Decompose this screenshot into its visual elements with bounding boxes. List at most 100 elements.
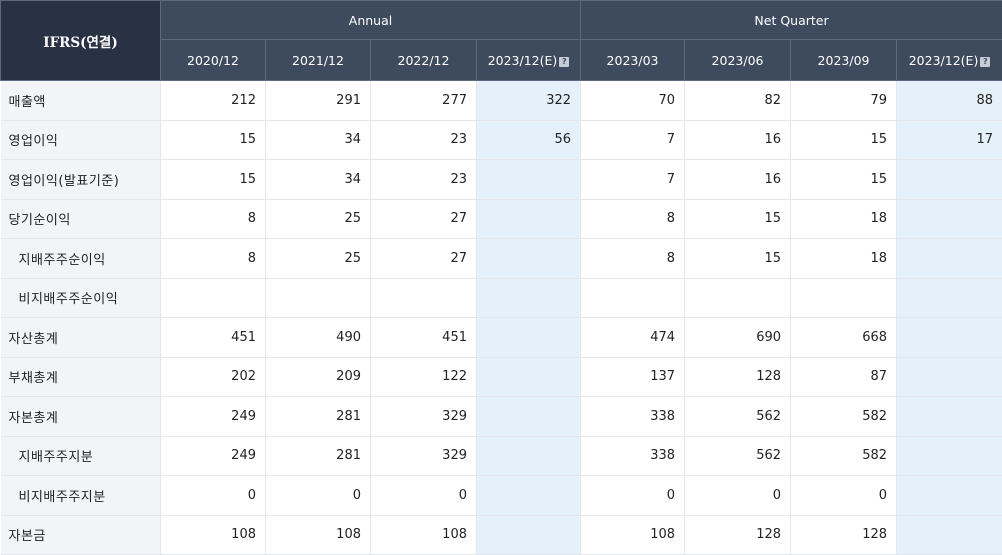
table-cell xyxy=(581,278,685,318)
table-cell: 690 xyxy=(685,318,791,358)
table-cell: 0 xyxy=(791,476,897,516)
question-help-icon[interactable]: ? xyxy=(559,57,569,67)
table-cell: 0 xyxy=(161,476,266,516)
table-cell: 322 xyxy=(477,81,581,121)
table-cell: 27 xyxy=(371,199,477,239)
column-header-period: 2023/03 xyxy=(581,40,685,81)
table-cell: 338 xyxy=(581,397,685,437)
table-cell: 474 xyxy=(581,318,685,358)
table-cell: 34 xyxy=(266,120,371,160)
table-cell: 18 xyxy=(791,199,897,239)
table-cell: 17 xyxy=(897,120,1002,160)
table-cell: 582 xyxy=(791,397,897,437)
question-help-icon[interactable]: ? xyxy=(980,57,990,67)
column-header-period: 2021/12 xyxy=(266,40,371,81)
table-cell: 23 xyxy=(371,120,477,160)
table-cell: 15 xyxy=(685,199,791,239)
column-header-label: 2023/03 xyxy=(607,53,659,68)
table-cell: 108 xyxy=(581,515,685,555)
table-cell xyxy=(897,397,1002,437)
column-header-label: 2021/12 xyxy=(292,53,344,68)
table-cell: 209 xyxy=(266,357,371,397)
table-cell: 7 xyxy=(581,160,685,200)
table-cell: 15 xyxy=(161,120,266,160)
table-cell: 490 xyxy=(266,318,371,358)
column-header-period[interactable]: 2023/12(E)? xyxy=(897,40,1002,81)
table-cell: 15 xyxy=(791,160,897,200)
table-cell xyxy=(897,436,1002,476)
table-cell: 277 xyxy=(371,81,477,121)
table-cell: 668 xyxy=(791,318,897,358)
table-cell: 122 xyxy=(371,357,477,397)
table-cell: 27 xyxy=(371,239,477,279)
table-cell xyxy=(897,357,1002,397)
table-cell xyxy=(371,278,477,318)
table-cell: 281 xyxy=(266,436,371,476)
table-cell xyxy=(897,160,1002,200)
table-cell xyxy=(685,278,791,318)
column-header-label: 2023/09 xyxy=(818,53,870,68)
table-cell xyxy=(477,239,581,279)
table-cell: 0 xyxy=(581,476,685,516)
row-label: 비지배주주순이익 xyxy=(1,278,161,318)
table-cell xyxy=(477,436,581,476)
table-cell: 16 xyxy=(685,120,791,160)
column-header-label: 2023/12(E) xyxy=(488,53,558,68)
table-cell xyxy=(897,515,1002,555)
row-label: 영업이익(발표기준) xyxy=(1,160,161,200)
table-cell: 8 xyxy=(161,239,266,279)
table-cell: 0 xyxy=(371,476,477,516)
table-cell: 451 xyxy=(371,318,477,358)
table-cell: 291 xyxy=(266,81,371,121)
table-cell: 0 xyxy=(685,476,791,516)
table-cell xyxy=(897,278,1002,318)
table-cell xyxy=(897,476,1002,516)
table-corner-header: IFRS(연결) xyxy=(1,1,161,81)
table-cell: 128 xyxy=(791,515,897,555)
table-cell: 128 xyxy=(685,515,791,555)
group-header-net-quarter: Net Quarter xyxy=(581,1,1002,40)
table-cell xyxy=(477,515,581,555)
table-cell: 82 xyxy=(685,81,791,121)
table-cell: 0 xyxy=(266,476,371,516)
column-header-label: 2020/12 xyxy=(187,53,239,68)
row-label: 자산총계 xyxy=(1,318,161,358)
table-cell xyxy=(897,239,1002,279)
table-cell: 18 xyxy=(791,239,897,279)
table-cell xyxy=(897,318,1002,358)
table-cell: 249 xyxy=(161,397,266,437)
table-cell: 56 xyxy=(477,120,581,160)
row-label: 자본금 xyxy=(1,515,161,555)
table-cell: 108 xyxy=(371,515,477,555)
table-cell: 281 xyxy=(266,397,371,437)
table-cell xyxy=(477,318,581,358)
table-cell: 15 xyxy=(791,120,897,160)
table-cell: 7 xyxy=(581,120,685,160)
table-cell: 8 xyxy=(581,199,685,239)
table-cell: 87 xyxy=(791,357,897,397)
table-cell: 582 xyxy=(791,436,897,476)
table-cell: 23 xyxy=(371,160,477,200)
group-header-annual: Annual xyxy=(161,1,581,40)
table-cell xyxy=(477,160,581,200)
column-header-period[interactable]: 2023/12(E)? xyxy=(477,40,581,81)
table-cell: 108 xyxy=(266,515,371,555)
table-cell: 562 xyxy=(685,397,791,437)
table-cell: 34 xyxy=(266,160,371,200)
table-cell: 137 xyxy=(581,357,685,397)
column-header-period: 2022/12 xyxy=(371,40,477,81)
row-label: 매출액 xyxy=(1,81,161,121)
column-header-period: 2020/12 xyxy=(161,40,266,81)
table-cell: 338 xyxy=(581,436,685,476)
column-header-label: 2023/06 xyxy=(712,53,764,68)
table-cell xyxy=(477,397,581,437)
row-label: 영업이익 xyxy=(1,120,161,160)
table-cell xyxy=(477,199,581,239)
row-label: 비지배주주지분 xyxy=(1,476,161,516)
